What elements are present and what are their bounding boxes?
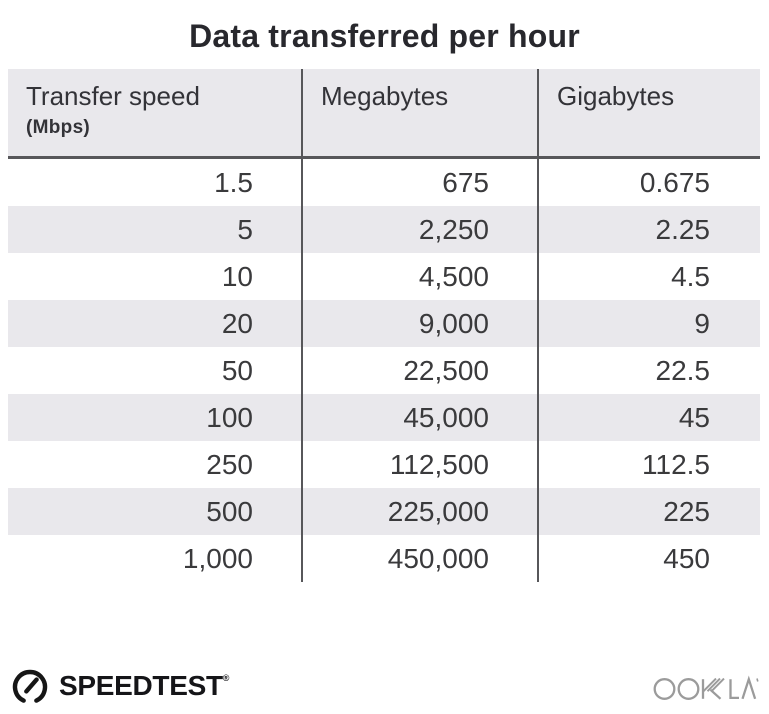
data-table: Transfer speed (Mbps) Megabytes Gigabyte…: [8, 69, 760, 582]
cell-megabytes: 45,000: [303, 394, 539, 441]
table-row: 250 112,500 112.5: [8, 441, 760, 488]
cell-megabytes: 22,500: [303, 347, 539, 394]
cell-mbps: 250: [8, 441, 303, 488]
ookla-logo-graphic: [653, 675, 759, 700]
table-row: 10 4,500 4.5: [8, 253, 760, 300]
cell-megabytes: 9,000: [303, 300, 539, 347]
cell-gigabytes: 225: [663, 495, 710, 527]
table-header-row: Transfer speed (Mbps) Megabytes Gigabyte…: [8, 69, 760, 159]
registered-trademark-symbol: ®: [222, 673, 230, 683]
cell-megabytes: 2,250: [303, 206, 539, 253]
cell-megabytes: 112,500: [303, 441, 539, 488]
table-row: 20 9,000 9: [8, 300, 760, 347]
header-mbps-unit: (Mbps): [26, 117, 91, 138]
header-megabytes: Megabytes: [303, 69, 539, 156]
cell-gigabytes: 4.5: [671, 260, 710, 292]
cell-gigabytes: 450: [663, 542, 710, 574]
cell-mbps: 20: [8, 300, 303, 347]
cell-gigabytes: 0.675: [639, 166, 710, 198]
cell-mbps: 10: [8, 253, 303, 300]
cell-gigabytes: 22.5: [655, 354, 711, 386]
header-transfer-speed-label: Transfer speed: [26, 81, 200, 111]
header-gigabytes: Gigabytes: [557, 81, 675, 111]
cell-mbps: 100: [8, 394, 303, 441]
cell-mbps: 1,000: [8, 535, 303, 582]
table-row: 5 2,250 2.25: [8, 206, 760, 253]
speedtest-gauge-icon: [10, 666, 50, 706]
cell-gigabytes: 112.5: [642, 448, 710, 480]
speedtest-wordmark: SPEEDTEST®: [59, 670, 230, 701]
table-row: 1,000 450,000 450: [8, 535, 760, 582]
cell-mbps: 1.5: [8, 159, 303, 206]
ookla-logo: OOKLA: [653, 668, 759, 704]
table-row: 1.5 675 0.675: [8, 159, 760, 206]
cell-gigabytes: 2.25: [655, 213, 711, 245]
cell-gigabytes: 9: [694, 307, 710, 339]
header-transfer-speed: Transfer speed (Mbps): [8, 69, 303, 156]
cell-gigabytes: 45: [678, 401, 710, 433]
speedtest-logo: SPEEDTEST®: [10, 666, 229, 706]
cell-mbps: 5: [8, 206, 303, 253]
cell-mbps: 500: [8, 488, 303, 535]
page-title: Data transferred per hour: [189, 18, 580, 54]
cell-megabytes: 4,500: [303, 253, 539, 300]
cell-megabytes: 450,000: [303, 535, 539, 582]
table-row: 100 45,000 45: [8, 394, 760, 441]
table-row: 500 225,000 225: [8, 488, 760, 535]
cell-megabytes: 675: [303, 159, 539, 206]
footer: SPEEDTEST® OOKLA: [0, 664, 769, 708]
cell-mbps: 50: [8, 347, 303, 394]
cell-megabytes: 225,000: [303, 488, 539, 535]
table-row: 50 22,500 22.5: [8, 347, 760, 394]
